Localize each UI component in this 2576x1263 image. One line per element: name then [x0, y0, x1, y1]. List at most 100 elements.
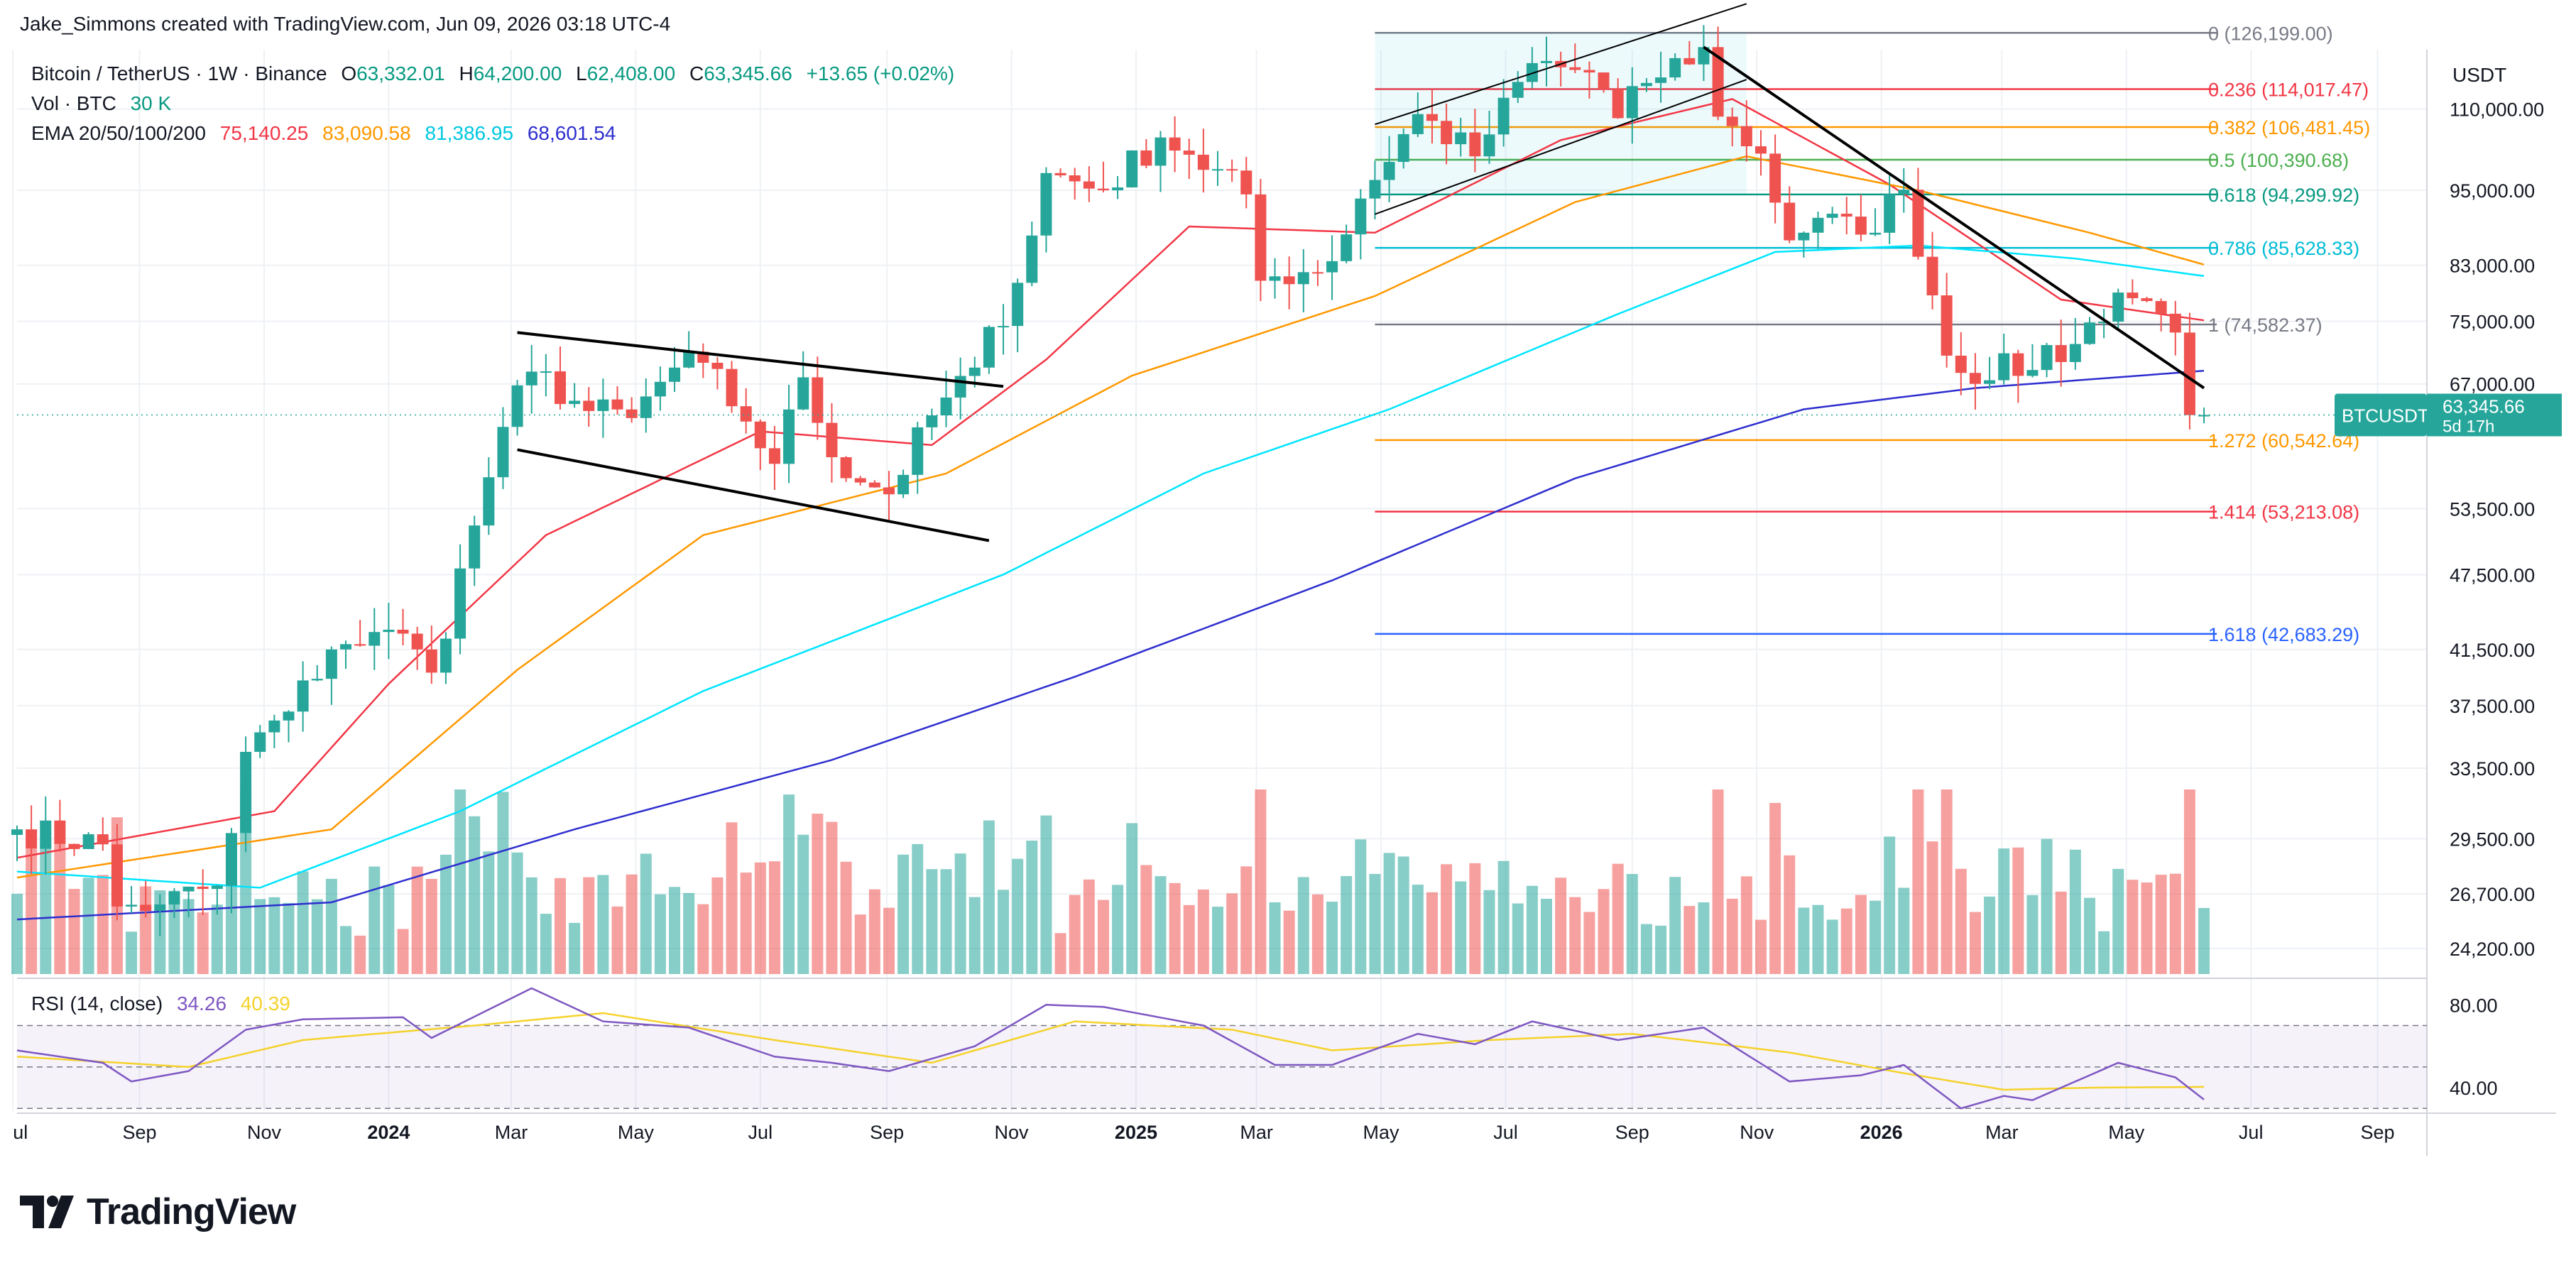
candle-body [926, 415, 938, 427]
volume-label: Vol · BTC [31, 92, 116, 114]
volume-bar [268, 897, 280, 974]
fib-level-label: 1.414 (53,213.08) [2208, 502, 2359, 523]
rsi-value: 34.26 [176, 993, 227, 1015]
volume-bar [1069, 895, 1081, 974]
candle-body [1941, 295, 1953, 356]
ema200-line [16, 370, 2205, 921]
axes: 110,000.00 95,000.00 83,000.00 75,000.00 67,… [13, 99, 2562, 1143]
volume-bar [1212, 907, 1223, 974]
volume-bar [1626, 874, 1638, 974]
price-axis-label: 95,000.00 [2450, 180, 2535, 202]
volume-bar [812, 814, 824, 974]
volume-bar [669, 887, 681, 974]
volume-bar [783, 794, 795, 974]
candle-body [1483, 134, 1495, 157]
volume-bar [740, 873, 752, 974]
volume-bar [998, 890, 1010, 974]
candle-body [1884, 194, 1896, 233]
ema100-value: 81,386.95 [425, 122, 514, 144]
volume-bar [1698, 902, 1710, 974]
candle-body [726, 368, 738, 407]
ema20-value: 75,140.25 [219, 122, 309, 144]
candle-body [211, 885, 223, 890]
symbol-tag-bg [2335, 393, 2427, 437]
candle-body [1169, 137, 1181, 151]
volume-bar [883, 907, 895, 974]
time-axis-label: May [618, 1122, 655, 1143]
fib-level-label: 0.236 (114,017.47) [2208, 80, 2369, 101]
candle-body [597, 399, 609, 411]
candle-body [1969, 373, 1981, 384]
fib-level-label: 1.618 (42,683.29) [2208, 624, 2359, 645]
tradingview-logo[interactable]: TradingView [20, 1187, 296, 1237]
brand-name: TradingView [87, 1191, 296, 1232]
price-axis-label: 75,000.00 [2450, 312, 2535, 333]
candle-body [1512, 82, 1524, 98]
volume-bar [797, 834, 809, 974]
currency-selector[interactable]: USDT [2452, 64, 2507, 86]
volume-bar [1754, 919, 1767, 974]
volume-bar [525, 877, 537, 974]
candle-body [1683, 58, 1696, 65]
volume-bar [897, 854, 910, 974]
candle-body [2198, 415, 2210, 417]
price-axis-label: 110,000.00 [2450, 99, 2544, 121]
volume-bar [1311, 894, 1324, 974]
time-axis-label: 2025 [1115, 1122, 1157, 1143]
candle-body [2055, 345, 2067, 362]
volume-bar [254, 899, 266, 974]
candle-body [2012, 353, 2024, 376]
rsi-pane [16, 987, 2427, 1110]
candle-body [1311, 272, 1324, 274]
volume-bar [97, 875, 109, 974]
candle-body [912, 427, 924, 475]
volume-bar [297, 871, 309, 974]
rsi-line [16, 987, 2205, 1110]
candle-body [254, 732, 266, 753]
candle-body [383, 629, 395, 633]
fib-level-label: 0.786 (85,628.33) [2208, 238, 2359, 259]
candle-body [1412, 114, 1424, 134]
ema100-line [16, 244, 2205, 889]
candle-body [998, 326, 1010, 328]
price-tag-value: 63,345.66 [2443, 396, 2525, 417]
time-axis-label: ul [13, 1122, 28, 1143]
volume-bar [197, 912, 209, 974]
candle-body [297, 680, 309, 712]
volume-bar [926, 869, 938, 974]
candle-body [1870, 232, 1882, 235]
candle-body [868, 482, 880, 488]
volume-bar [1341, 875, 1353, 974]
volume-bar [1469, 863, 1481, 974]
volume-bar [469, 816, 481, 974]
volume-bar [1598, 889, 1610, 974]
time-axis-label: Sep [870, 1122, 904, 1143]
volume-bar [1083, 879, 1095, 974]
price-axis-label: 47,500.00 [2450, 564, 2535, 586]
volume-bar [626, 874, 638, 974]
candle-body [497, 427, 509, 478]
candle-body [1212, 169, 1223, 171]
candle-body [1669, 58, 1681, 78]
ema20-line [16, 98, 2205, 859]
chart-caption: Jake_Simmons created with TradingView.co… [20, 13, 671, 35]
volume-bar [1669, 877, 1681, 974]
candle-body [325, 649, 337, 679]
candle-body [654, 381, 666, 397]
candle-body [1569, 67, 1581, 70]
volume-bar [983, 820, 995, 974]
candle-body [1912, 190, 1924, 257]
volume-bar [2141, 882, 2153, 974]
volume-bar [912, 843, 924, 974]
volume-bar [683, 892, 695, 974]
volume-bar [1226, 893, 1238, 974]
volume-bar [1998, 848, 2010, 974]
candle-body [354, 644, 366, 646]
ohlc-open: O63,332.01 [341, 62, 445, 84]
tradingview-logo-icon [20, 1196, 74, 1228]
price-axis-label: 41,500.00 [2450, 640, 2535, 661]
volume-bar [211, 904, 223, 974]
candle-body [854, 478, 866, 483]
volume-bar [569, 922, 581, 974]
